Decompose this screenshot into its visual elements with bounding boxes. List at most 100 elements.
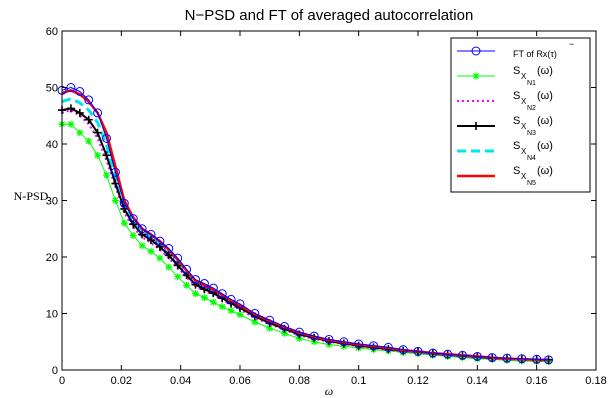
legend-box xyxy=(450,37,591,193)
series-point xyxy=(324,334,334,344)
series-point xyxy=(85,137,93,145)
x-tick-label: 0.18 xyxy=(585,375,606,387)
legend-label-subsub: N1 xyxy=(527,80,536,87)
series-point xyxy=(75,86,85,96)
series-point xyxy=(111,197,119,204)
legend-overbar: − xyxy=(569,39,574,49)
series-point xyxy=(138,230,147,239)
y-tick-label: 40 xyxy=(46,139,58,151)
legend-marker xyxy=(472,122,480,130)
legend-label-sub: X xyxy=(521,122,527,131)
series-point xyxy=(120,219,128,227)
series-point xyxy=(251,318,259,326)
series-point xyxy=(76,129,84,137)
legend-label-subsub: N3 xyxy=(527,130,536,137)
series-point xyxy=(173,261,182,270)
series-point xyxy=(155,242,164,251)
series-point xyxy=(443,349,453,359)
axis-layer: 0 0.02 0.04 0.06 0.08 0.1 0.12 0.14 0.16 0.18 0 10 2… xyxy=(46,26,607,387)
legend-label-sub: X xyxy=(521,172,527,181)
x-tick-label: 0.16 xyxy=(526,375,547,387)
series-point xyxy=(103,171,110,179)
series-point xyxy=(517,354,527,364)
series-point xyxy=(155,236,165,246)
series-point xyxy=(119,198,129,208)
series-point xyxy=(487,353,497,363)
series-point xyxy=(383,342,393,352)
series-point xyxy=(165,263,173,271)
series-point xyxy=(93,128,102,137)
series-point xyxy=(147,247,155,255)
series-point xyxy=(191,275,200,285)
y-tick-label: 60 xyxy=(46,26,58,38)
legend-marker xyxy=(472,72,480,80)
series-point xyxy=(94,151,102,159)
legend-label-main: S xyxy=(513,115,520,127)
chart-title: N−PSD and FT of averaged autocorrelation xyxy=(185,7,474,24)
x-tick-label: 0.08 xyxy=(289,375,310,387)
legend-marker xyxy=(471,46,481,56)
x-tick-label: 0.02 xyxy=(111,375,132,387)
legend-label-sub: X xyxy=(521,72,527,81)
series-point xyxy=(218,303,226,311)
series-point xyxy=(102,151,111,160)
x-axis-label: ω xyxy=(325,384,333,398)
legend-label-main: S xyxy=(513,90,520,102)
series-point xyxy=(235,299,245,309)
x-tick-label: 0.04 xyxy=(170,375,191,387)
legend-entry: FT of Rx(τ) − xyxy=(457,39,574,59)
series-point xyxy=(200,294,208,302)
series-point xyxy=(67,120,75,128)
series-point xyxy=(75,108,84,117)
series-point xyxy=(413,346,423,356)
x-tick-label: 0.1 xyxy=(351,375,366,387)
series-point xyxy=(156,254,164,262)
legend-label-subsub: N5 xyxy=(527,180,536,187)
legend-label-main: S xyxy=(513,65,520,77)
series-point xyxy=(129,232,137,240)
series-point xyxy=(281,329,288,337)
legend: FT of Rx(τ)−S XN1(ω)S XN2(ω)S XN3(ω)S XN4(ω)… xyxy=(450,37,591,193)
legend-label-sub: X xyxy=(521,147,527,156)
series-point xyxy=(369,341,378,351)
legend-label-subsub: N2 xyxy=(527,105,536,112)
legend-label-main: S xyxy=(513,165,520,177)
series-point xyxy=(102,133,111,143)
series-point xyxy=(138,242,146,250)
series-point xyxy=(339,337,349,347)
series-point xyxy=(428,348,438,358)
series-point xyxy=(236,311,244,319)
series-point xyxy=(544,355,554,365)
series-point xyxy=(129,220,138,229)
series-point xyxy=(84,95,94,105)
legend-entry: S XN4(ω) xyxy=(457,140,553,162)
y-tick-label: 0 xyxy=(52,365,58,377)
y-tick-label: 10 xyxy=(46,309,58,321)
series-point xyxy=(199,279,209,289)
series-point xyxy=(354,339,364,349)
series-point xyxy=(147,236,155,245)
legend-label-sub: X xyxy=(521,97,527,106)
legend-label-arg: (ω) xyxy=(537,140,553,152)
legend-label-main: S xyxy=(513,140,520,152)
series-point xyxy=(217,289,227,299)
series-point xyxy=(280,321,289,331)
legend-label-subsub: N4 xyxy=(527,155,536,162)
series-point xyxy=(309,331,319,341)
series-point xyxy=(120,204,129,213)
series-point xyxy=(173,253,183,263)
legend-label-arg: (ω) xyxy=(537,165,553,177)
x-tick-label: 0 xyxy=(59,375,65,387)
series-point xyxy=(111,179,120,188)
series-line xyxy=(61,87,549,361)
series-point xyxy=(110,167,120,177)
series-point xyxy=(93,108,103,118)
legend-label-arg: (ω) xyxy=(537,65,553,77)
legend-label: FT of Rx(τ) xyxy=(513,49,557,59)
series-point xyxy=(192,290,199,298)
series-point xyxy=(472,351,482,361)
series-point xyxy=(398,345,408,355)
series-point xyxy=(265,315,275,325)
series-point xyxy=(66,104,75,113)
